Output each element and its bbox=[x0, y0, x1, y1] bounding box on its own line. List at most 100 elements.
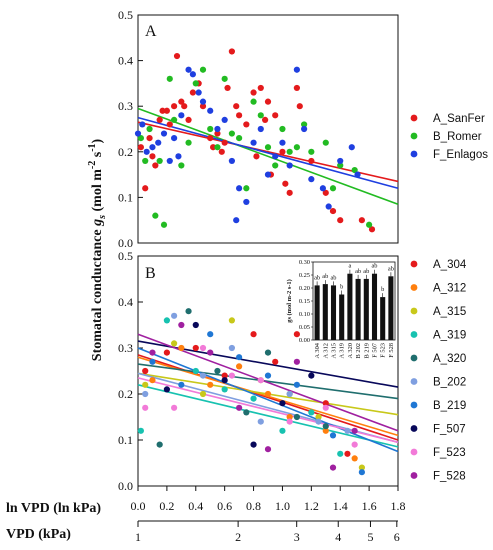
x-tick-label: 1.0 bbox=[275, 499, 290, 513]
data-point bbox=[257, 377, 264, 384]
y-tick-label: 0.3 bbox=[118, 99, 133, 113]
panel-b-label: B bbox=[145, 265, 156, 282]
inset-bar bbox=[347, 273, 353, 340]
data-point bbox=[192, 367, 199, 375]
data-point bbox=[163, 317, 170, 324]
data-point bbox=[221, 75, 228, 82]
inset-sig-letter: ab bbox=[363, 268, 369, 275]
inset-category-label: A 315 bbox=[331, 343, 338, 358]
data-point bbox=[272, 162, 279, 169]
data-point bbox=[149, 358, 156, 365]
legend-label: A_319 bbox=[433, 330, 466, 342]
data-point bbox=[264, 171, 272, 178]
vpd-tick-label: 1 bbox=[135, 530, 141, 544]
data-point bbox=[171, 312, 178, 319]
data-point bbox=[166, 157, 173, 165]
data-point bbox=[228, 372, 235, 379]
legend-marker bbox=[410, 448, 418, 456]
data-point bbox=[272, 112, 279, 119]
x-tick-label: 1.8 bbox=[391, 499, 406, 513]
data-point bbox=[351, 427, 358, 434]
data-point bbox=[250, 89, 257, 96]
y-tick-label: 0.2 bbox=[118, 145, 133, 159]
y-axis-label-exp2: -1 bbox=[87, 143, 98, 151]
inset-y-tick-label: 0.00 bbox=[299, 337, 310, 344]
data-point bbox=[262, 116, 269, 123]
data-point bbox=[221, 139, 228, 146]
legend-label: F_528 bbox=[433, 471, 466, 483]
data-point bbox=[149, 377, 156, 384]
data-point bbox=[337, 217, 344, 224]
vpd-axis-label: VPD (kPa) bbox=[6, 527, 71, 542]
legend-label: F_Enlagos bbox=[433, 149, 488, 161]
data-point bbox=[142, 185, 149, 192]
data-point bbox=[210, 144, 217, 151]
data-point bbox=[286, 418, 293, 425]
data-point bbox=[301, 125, 308, 133]
data-point bbox=[195, 89, 202, 96]
data-point bbox=[146, 125, 153, 133]
data-point bbox=[171, 340, 178, 347]
data-point bbox=[344, 450, 351, 457]
data-point bbox=[185, 308, 192, 315]
data-point bbox=[233, 217, 240, 224]
y-axis-label-exp1: -2 bbox=[87, 161, 98, 169]
inset-sig-letter: ab bbox=[330, 274, 336, 281]
data-point bbox=[156, 441, 163, 448]
data-point bbox=[192, 344, 199, 352]
data-point bbox=[286, 148, 293, 155]
data-point bbox=[279, 139, 286, 146]
data-point bbox=[160, 130, 168, 137]
data-point bbox=[207, 107, 214, 114]
data-point bbox=[221, 372, 228, 379]
trend-line bbox=[137, 354, 399, 441]
data-point bbox=[351, 441, 358, 448]
data-point bbox=[236, 185, 243, 192]
x-tick-label: 0.8 bbox=[246, 499, 261, 513]
data-point bbox=[322, 189, 329, 196]
data-point bbox=[329, 185, 337, 192]
panel-b-points bbox=[137, 308, 365, 476]
data-point bbox=[152, 162, 159, 169]
y-tick-label: 0.4 bbox=[118, 54, 133, 68]
inset-category-label: B 219 bbox=[363, 343, 370, 358]
data-point bbox=[257, 112, 264, 119]
data-point bbox=[293, 331, 300, 338]
inset-sig-letter: a bbox=[348, 263, 351, 270]
legend-marker bbox=[410, 114, 418, 122]
data-point bbox=[253, 153, 260, 160]
data-point bbox=[159, 107, 166, 114]
data-point bbox=[322, 139, 329, 146]
y-tick-label: 0.1 bbox=[118, 190, 133, 204]
data-point bbox=[199, 103, 207, 110]
legend-marker bbox=[410, 132, 418, 140]
data-point bbox=[243, 198, 250, 206]
data-point bbox=[293, 358, 300, 365]
legend-marker bbox=[410, 472, 418, 479]
legend-marker bbox=[410, 284, 418, 291]
data-point bbox=[322, 404, 329, 411]
inset-sig-letter: ab bbox=[371, 263, 377, 270]
x-tick-label: 1.2 bbox=[304, 499, 319, 513]
vpd-tick-label: 3 bbox=[294, 530, 300, 544]
x-tick-label: 0.2 bbox=[159, 499, 174, 513]
data-point bbox=[329, 207, 337, 215]
inset-sig-letter: ab bbox=[355, 268, 361, 275]
data-point bbox=[228, 48, 235, 55]
data-point bbox=[315, 413, 322, 421]
data-point bbox=[264, 446, 272, 453]
inset-y-tick-label: 0.10 bbox=[299, 311, 310, 318]
y-tick-label: 0.4 bbox=[118, 295, 133, 309]
data-point bbox=[233, 103, 240, 110]
panel-a: A 0.0 0.1 0.2 0.3 0.4 0.5 bbox=[118, 8, 399, 250]
data-point bbox=[315, 418, 322, 425]
data-point bbox=[243, 409, 250, 416]
x-tick-label: 1.6 bbox=[362, 499, 377, 513]
data-point bbox=[243, 121, 250, 128]
data-point bbox=[139, 121, 146, 128]
y-tick-label: 0.0 bbox=[118, 236, 133, 250]
data-point bbox=[214, 125, 221, 133]
data-point bbox=[137, 144, 144, 151]
data-point bbox=[264, 98, 272, 105]
